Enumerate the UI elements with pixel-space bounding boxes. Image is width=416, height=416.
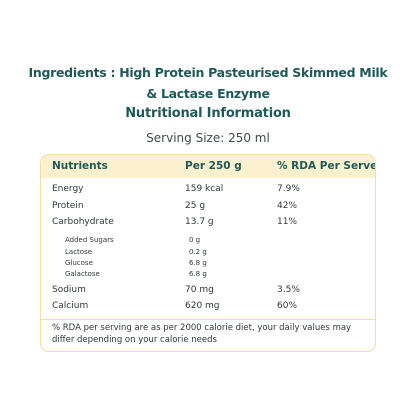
nutrient-name: Protein (52, 201, 84, 211)
header-rda: % RDA Per Serve (277, 160, 376, 172)
nutrition-title: Nutritional Information (125, 106, 291, 121)
nutrient-amount: 13.7 g (185, 217, 214, 227)
nutrient-name: Energy (52, 184, 84, 194)
nutrition-table: Nutrients Per 250 g % RDA Per Serve Ener… (40, 154, 376, 352)
ingredients-line-2: & Lactase Enzyme (146, 86, 270, 101)
nutrient-rda: 11% (277, 217, 298, 227)
header-per-250g: Per 250 g (185, 160, 242, 172)
sub-nutrient-name: Added Sugars (65, 236, 114, 244)
header-nutrients: Nutrients (52, 160, 108, 172)
nutrient-rda: 42% (277, 201, 298, 211)
nutrient-amount: 70 mg (185, 285, 214, 295)
table-divider (41, 319, 375, 320)
nutrient-name: Calcium (52, 301, 89, 311)
ingredients-heading: Ingredients : High Protein Pasteurised S… (0, 62, 416, 104)
nutrient-rda: 7.9% (277, 184, 300, 194)
sub-nutrient-name: Lactose (65, 248, 93, 256)
ingredients-line-1: Ingredients : High Protein Pasteurised S… (28, 65, 388, 80)
sub-nutrient-amount: 6.8 g (189, 259, 207, 267)
rda-footnote: % RDA per serving are as per 2000 calori… (52, 323, 352, 345)
nutrient-amount: 159 kcal (185, 184, 224, 194)
nutrient-amount: 25 g (185, 201, 206, 211)
nutrient-name: Carbohydrate (52, 217, 114, 227)
sub-nutrient-name: Glucose (65, 259, 93, 267)
sub-nutrient-amount: 6.8 g (189, 270, 207, 278)
serving-size: Serving Size: 250 ml (146, 131, 270, 145)
nutrient-rda: 60% (277, 301, 298, 311)
sub-nutrient-amount: 0.2 g (189, 248, 207, 256)
sub-nutrient-name: Galactose (65, 270, 100, 278)
nutrient-amount: 620 mg (185, 301, 220, 311)
sub-nutrient-amount: 0 g (189, 236, 201, 244)
nutrient-rda: 3.5% (277, 285, 300, 295)
table-header: Nutrients Per 250 g % RDA Per Serve (41, 155, 375, 178)
nutrient-name: Sodium (52, 285, 86, 295)
